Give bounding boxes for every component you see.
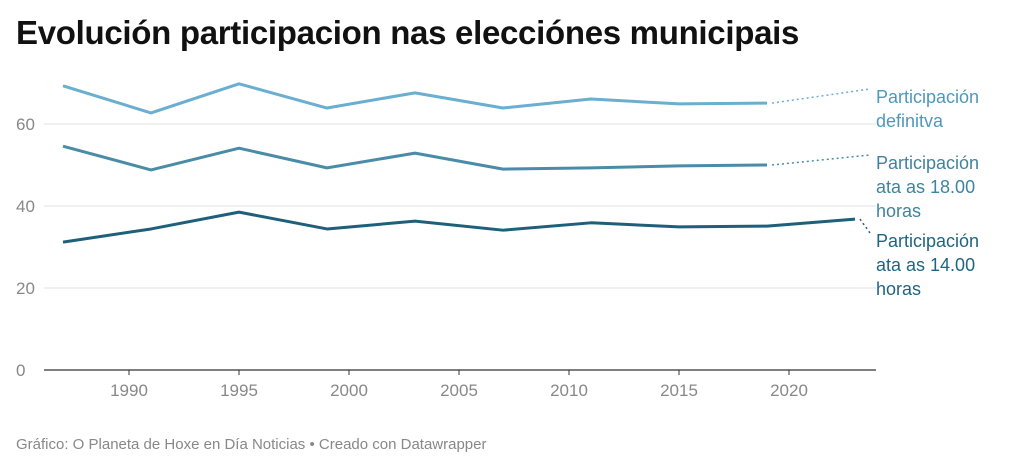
y-tick-label: 0 — [16, 361, 25, 380]
series-label: Participación — [876, 87, 979, 107]
series-label: ata as 14.00 — [876, 255, 975, 275]
chart-footer: Gráfico: O Planeta de Hoxe en Día Notici… — [16, 436, 487, 453]
x-tick-label: 2020 — [770, 381, 808, 400]
y-tick-label: 60 — [16, 115, 35, 134]
y-tick-label: 40 — [16, 197, 35, 216]
x-tick-label: 1990 — [110, 381, 148, 400]
x-tick-label: 2015 — [660, 381, 698, 400]
series-line-2 — [62, 210, 856, 244]
x-tick-label: 1995 — [220, 381, 258, 400]
x-tick-label: 2005 — [440, 381, 478, 400]
series-label: ata as 18.00 — [876, 177, 975, 197]
label-connector — [771, 154, 871, 166]
x-tick-label: 2010 — [550, 381, 588, 400]
series-label: Participación — [876, 153, 979, 173]
chart-title: Evolución participacion nas elecciónes m… — [16, 14, 800, 51]
series-line-1 — [62, 144, 768, 172]
series-label: Participación — [876, 231, 979, 251]
label-connector — [771, 88, 871, 104]
series-label: definitva — [876, 111, 944, 131]
x-tick-label: 2000 — [330, 381, 368, 400]
y-tick-label: 20 — [16, 279, 35, 298]
series-label: horas — [876, 201, 921, 221]
series-label: horas — [876, 279, 921, 299]
series-line-0 — [62, 82, 768, 115]
label-connector — [859, 218, 871, 234]
